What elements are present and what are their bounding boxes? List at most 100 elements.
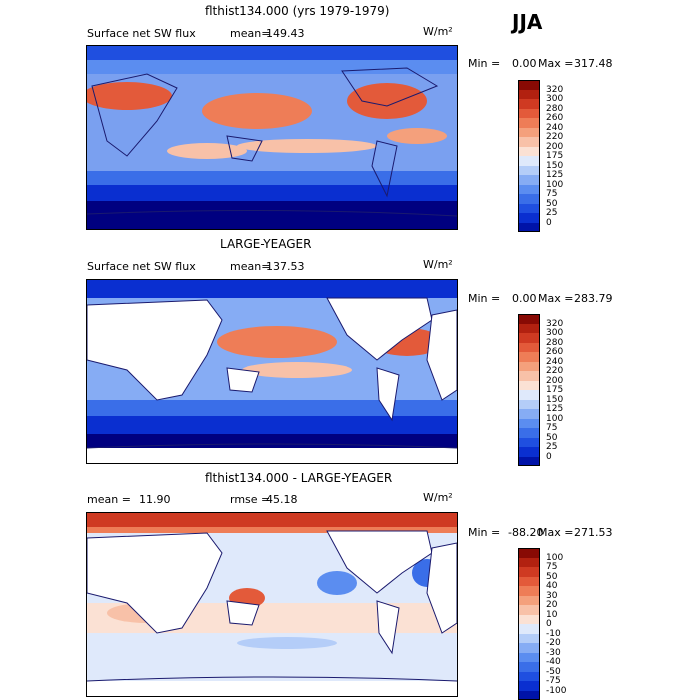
colorbar-swatch bbox=[518, 371, 540, 381]
colorbar-tick-label: 300 bbox=[546, 94, 564, 104]
colorbar-swatch bbox=[518, 156, 540, 166]
panel2-colorbar bbox=[518, 314, 540, 466]
colorbar-tick-label: 75 bbox=[546, 562, 558, 572]
panel1-min-label: Min = bbox=[468, 57, 501, 70]
colorbar-swatch bbox=[518, 99, 540, 109]
colorbar-swatch bbox=[518, 652, 540, 662]
colorbar-tick-label: -20 bbox=[546, 638, 561, 648]
colorbar-swatch bbox=[518, 567, 540, 577]
panel2-title: LARGE-YEAGER bbox=[220, 237, 312, 251]
colorbar-swatch bbox=[518, 314, 540, 324]
colorbar-swatch bbox=[518, 595, 540, 605]
colorbar-swatch bbox=[518, 428, 540, 438]
colorbar-tick-label: 150 bbox=[546, 394, 564, 405]
colorbar-swatch bbox=[518, 333, 540, 343]
colorbar-tick-label: 320 bbox=[546, 318, 564, 329]
panel3-mean-label: mean = bbox=[87, 493, 131, 506]
panel1-min-value: 0.00 bbox=[512, 57, 537, 70]
panel2-mean-value: 137.53 bbox=[266, 260, 305, 273]
colorbar-tick-label: 0 bbox=[546, 451, 552, 462]
colorbar-tick-label: 150 bbox=[546, 160, 564, 171]
panel2-mean-label: mean= bbox=[230, 260, 271, 273]
colorbar-swatch bbox=[518, 399, 540, 409]
panel1-map bbox=[86, 45, 458, 230]
colorbar-tick-label: 50 bbox=[546, 432, 558, 443]
panel1-units: W/m² bbox=[423, 25, 453, 38]
colorbar-tick-label: 175 bbox=[546, 385, 564, 395]
colorbar-swatch bbox=[518, 418, 540, 428]
colorbar-swatch bbox=[518, 456, 540, 466]
colorbar-swatch bbox=[518, 361, 540, 371]
panel2-field-label: Surface net SW flux bbox=[87, 260, 196, 273]
panel3-max-label: Max = bbox=[538, 526, 574, 539]
colorbar-tick-label: -100 bbox=[546, 685, 567, 696]
panel2-min-value: 0.00 bbox=[512, 292, 537, 305]
colorbar-swatch bbox=[518, 165, 540, 175]
colorbar-swatch bbox=[518, 203, 540, 213]
panel1-mean-value: 149.43 bbox=[266, 27, 305, 40]
colorbar-swatch bbox=[518, 614, 540, 624]
panel3-mean-value: 11.90 bbox=[139, 493, 171, 506]
colorbar-swatch bbox=[518, 184, 540, 194]
colorbar-tick-label: 175 bbox=[546, 151, 564, 161]
panel3-rmse-value: 45.18 bbox=[266, 493, 298, 506]
panel3-title: flthist134.000 - LARGE-YEAGER bbox=[205, 471, 393, 485]
colorbar-swatch bbox=[518, 118, 540, 128]
colorbar-tick-label: 30 bbox=[546, 590, 558, 601]
colorbar-tick-label: 125 bbox=[546, 404, 564, 414]
colorbar-tick-label: 100 bbox=[546, 413, 564, 424]
colorbar-tick-label: 0 bbox=[546, 217, 552, 228]
panel1-max-label: Max = bbox=[538, 57, 574, 70]
colorbar-swatch bbox=[518, 633, 540, 643]
colorbar-tick-label: -40 bbox=[546, 657, 561, 667]
panel2-units: W/m² bbox=[423, 258, 453, 271]
colorbar-swatch bbox=[518, 409, 540, 419]
colorbar-swatch bbox=[518, 681, 540, 691]
colorbar-swatch bbox=[518, 127, 540, 137]
colorbar-swatch bbox=[518, 108, 540, 118]
colorbar-swatch bbox=[518, 690, 540, 700]
colorbar-swatch bbox=[518, 175, 540, 185]
colorbar-tick-label: 200 bbox=[546, 141, 564, 152]
colorbar-swatch bbox=[518, 557, 540, 567]
colorbar-tick-label: 50 bbox=[546, 198, 558, 209]
colorbar-swatch bbox=[518, 342, 540, 352]
panel3-max-value: 271.53 bbox=[574, 526, 613, 539]
colorbar-swatch bbox=[518, 137, 540, 147]
colorbar-swatch bbox=[518, 548, 540, 558]
panel2-max-value: 283.79 bbox=[574, 292, 613, 305]
colorbar-tick-label: 300 bbox=[546, 328, 564, 338]
panel2-max-label: Max = bbox=[538, 292, 574, 305]
panel1-title: flthist134.000 (yrs 1979-1979) bbox=[205, 4, 390, 18]
panel2-min-label: Min = bbox=[468, 292, 501, 305]
panel1-colorbar bbox=[518, 80, 540, 232]
colorbar-swatch bbox=[518, 89, 540, 99]
colorbar-tick-label: 280 bbox=[546, 103, 564, 114]
colorbar-tick-label: 280 bbox=[546, 337, 564, 348]
colorbar-tick-label: 260 bbox=[546, 347, 564, 357]
colorbar-swatch bbox=[518, 437, 540, 447]
colorbar-tick-label: 75 bbox=[546, 189, 558, 199]
colorbar-tick-label: 75 bbox=[546, 423, 558, 433]
colorbar-swatch bbox=[518, 213, 540, 223]
colorbar-swatch bbox=[518, 662, 540, 672]
panel1-max-value: 317.48 bbox=[574, 57, 613, 70]
colorbar-swatch bbox=[518, 671, 540, 681]
colorbar-tick-label: -50 bbox=[546, 666, 561, 677]
colorbar-swatch bbox=[518, 447, 540, 457]
colorbar-swatch bbox=[518, 194, 540, 204]
colorbar-swatch bbox=[518, 222, 540, 232]
colorbar-tick-label: -75 bbox=[546, 676, 561, 686]
colorbar-tick-label: 200 bbox=[546, 375, 564, 386]
colorbar-tick-label: 50 bbox=[546, 571, 558, 582]
panel3-colorbar bbox=[518, 548, 540, 700]
colorbar-tick-label: 240 bbox=[546, 122, 564, 133]
colorbar-swatch bbox=[518, 352, 540, 362]
colorbar-tick-label: 40 bbox=[546, 581, 558, 591]
colorbar-tick-label: 125 bbox=[546, 170, 564, 180]
panel3-min-value: -88.20 bbox=[508, 526, 544, 539]
colorbar-tick-label: 20 bbox=[546, 600, 558, 610]
colorbar-tick-label: 220 bbox=[546, 366, 564, 376]
colorbar-tick-label: 260 bbox=[546, 113, 564, 123]
panel2-map bbox=[86, 279, 458, 464]
